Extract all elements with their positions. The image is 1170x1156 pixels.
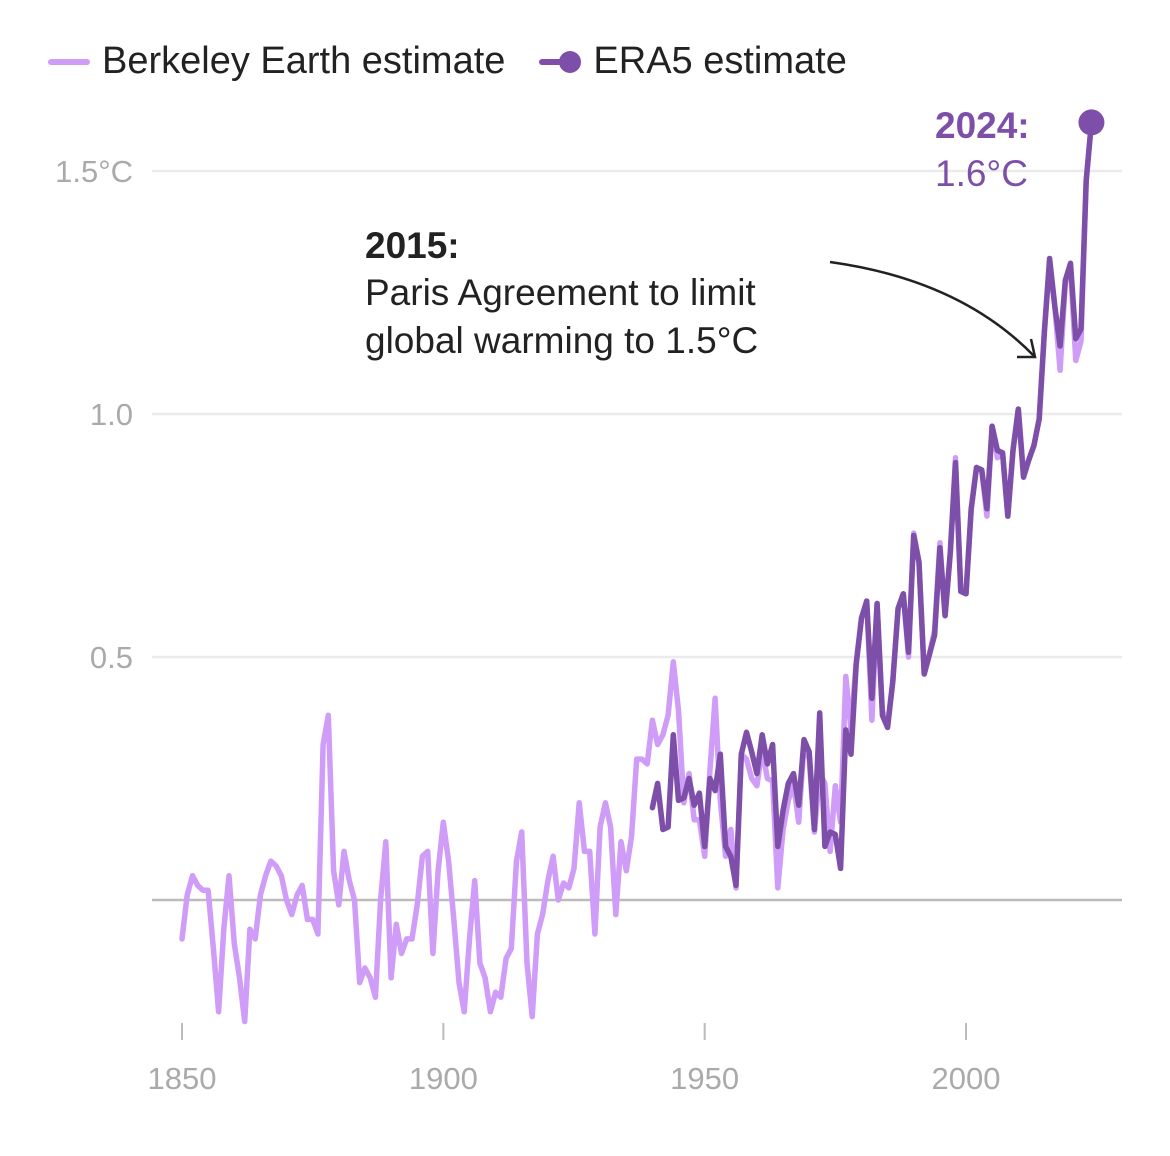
x-tick-label: 1850 bbox=[148, 1061, 217, 1096]
x-tick-label: 1900 bbox=[409, 1061, 478, 1096]
era5-2024-end-point bbox=[1078, 109, 1105, 136]
x-axis-ticks: 1850 1900 1950 2000 bbox=[148, 1023, 1001, 1096]
annotation-2015-title: 2015: bbox=[365, 225, 460, 266]
annotation-2024-value: 1.6°C bbox=[935, 153, 1028, 194]
legend-label-berkeley: Berkeley Earth estimate bbox=[102, 40, 506, 82]
annotation-2024-title: 2024: bbox=[935, 105, 1030, 146]
era5-dot-swatch-icon bbox=[539, 50, 582, 73]
y-axis-ticks: 1.5°C 1.0 0.5 bbox=[55, 154, 133, 675]
legend-label-era5: ERA5 estimate bbox=[593, 40, 847, 82]
era5-line bbox=[649, 119, 1095, 889]
legend-item-era5: ERA5 estimate bbox=[539, 40, 847, 83]
y-tick-label: 0.5 bbox=[90, 640, 133, 675]
berkeley-line-swatch-icon bbox=[48, 58, 90, 65]
y-tick-label: 1.5°C bbox=[55, 154, 133, 189]
annotation-2015-line-2: global warming to 1.5°C bbox=[365, 320, 758, 361]
y-tick-label: 1.0 bbox=[90, 397, 133, 432]
berkeley-earth-line bbox=[179, 119, 1095, 1025]
annotation-2015: 2015: Paris Agreement to limit global wa… bbox=[365, 225, 1037, 361]
legend: Berkeley Earth estimate ERA5 estimate bbox=[48, 40, 881, 83]
legend-item-berkeley: Berkeley Earth estimate bbox=[48, 40, 505, 83]
x-tick-label: 2000 bbox=[932, 1061, 1001, 1096]
annotation-arrow-icon bbox=[829, 260, 1035, 357]
annotation-2015-line-1: Paris Agreement to limit bbox=[365, 272, 756, 313]
arrowhead-icon bbox=[1017, 338, 1037, 359]
annotation-2024: 2024: 1.6°C bbox=[935, 105, 1030, 194]
gridlines bbox=[152, 169, 1122, 902]
x-tick-label: 1950 bbox=[670, 1061, 739, 1096]
series-lines bbox=[179, 109, 1105, 1025]
